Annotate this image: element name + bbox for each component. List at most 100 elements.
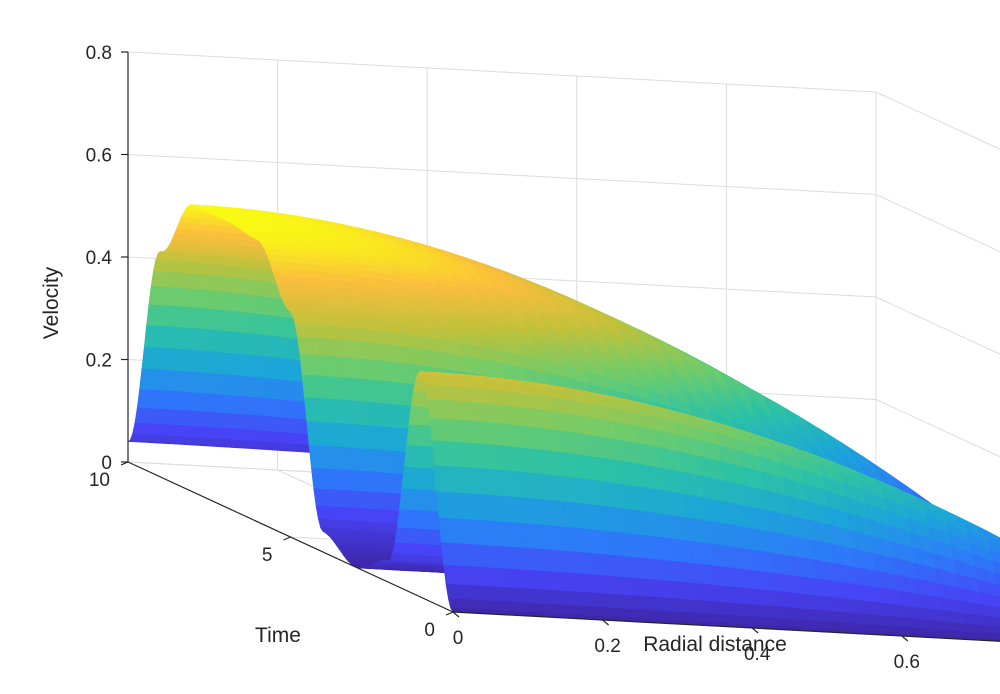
surface-patch — [294, 323, 319, 339]
surface-patch — [750, 549, 775, 574]
surface-patch — [457, 492, 481, 521]
surface-patch — [988, 541, 1000, 556]
surface-patch — [231, 292, 256, 314]
surface-patch — [551, 604, 576, 616]
surface-patch — [150, 270, 175, 288]
surface-patch — [565, 550, 590, 575]
surface-patch — [819, 609, 844, 624]
surface-patch — [997, 538, 1000, 543]
surface-patch — [461, 543, 486, 568]
surface-patch — [470, 420, 495, 446]
surface-patch — [347, 423, 372, 450]
surface-patch — [588, 574, 613, 595]
surface-patch — [315, 505, 340, 521]
surface-patch — [563, 526, 588, 554]
surface-patch — [574, 432, 599, 458]
surface-patch — [604, 530, 629, 558]
surface-patch — [685, 517, 710, 545]
surface-patch — [424, 384, 449, 401]
surface-patch — [180, 370, 205, 394]
surface-patch — [213, 275, 237, 293]
surface-patch — [995, 572, 1000, 587]
surface-patch — [280, 416, 304, 434]
surface-patch — [648, 558, 673, 582]
surface-patch — [669, 560, 694, 584]
surface-patch — [459, 518, 484, 546]
surface-patch — [199, 392, 224, 413]
surface-patch — [646, 535, 671, 562]
surface-patch — [194, 262, 219, 276]
surface-patch — [695, 599, 719, 615]
surface-patch — [415, 528, 440, 546]
surface-patch — [380, 343, 405, 364]
surface-patch — [547, 571, 572, 592]
surface-patch — [160, 369, 184, 392]
surface-patch — [164, 325, 189, 350]
surface-patch — [373, 471, 398, 495]
surface-patch — [630, 577, 655, 598]
surface-patch — [406, 423, 431, 447]
surface-patch — [581, 503, 606, 532]
surface-patch — [441, 542, 465, 567]
surface-patch — [382, 360, 407, 385]
surface-patch — [448, 598, 472, 610]
surface-patch — [203, 350, 228, 375]
surface-patch — [313, 488, 338, 508]
surface-patch — [171, 271, 196, 289]
surface-patch — [394, 526, 419, 544]
surface-patch — [517, 471, 541, 500]
surface-patch — [162, 347, 187, 372]
surface-patch — [417, 509, 442, 530]
surface-patch — [413, 543, 437, 557]
surface-patch — [558, 475, 583, 505]
surface-patch — [210, 290, 235, 312]
surface-patch — [454, 466, 479, 495]
surface-patch — [194, 425, 219, 439]
surface-patch — [357, 507, 382, 524]
surface-patch — [755, 588, 779, 608]
surface-patch — [338, 339, 363, 360]
surface-patch — [371, 449, 395, 474]
surface-patch — [690, 562, 715, 586]
surface-patch — [727, 524, 752, 551]
surface-patch — [270, 315, 295, 339]
surface-patch — [655, 610, 680, 621]
surface-patch — [250, 312, 274, 336]
surface-patch — [487, 586, 512, 603]
surface-patch — [359, 341, 384, 362]
surface-patch — [466, 387, 491, 405]
surface-patch — [331, 468, 356, 492]
surface-patch — [297, 336, 321, 356]
surface-patch — [611, 593, 636, 610]
surface-patch — [549, 589, 574, 607]
surface-patch — [206, 328, 231, 353]
surface-patch — [185, 327, 210, 352]
surface-patch — [992, 561, 1000, 575]
surface-patch — [308, 445, 333, 470]
surface-patch — [639, 463, 664, 492]
surface-patch — [713, 584, 738, 604]
surface-patch — [387, 403, 411, 430]
surface-patch — [340, 356, 365, 380]
surface-patch — [711, 565, 735, 588]
surface-patch — [616, 439, 641, 465]
surface-patch — [201, 371, 226, 395]
surface-patch — [243, 375, 267, 399]
surface-patch — [602, 505, 627, 534]
surface-patch — [196, 410, 221, 428]
surface-patch — [217, 412, 242, 430]
surface-patch — [815, 578, 839, 599]
surface-patch — [311, 467, 335, 491]
surface-patch — [531, 408, 555, 431]
surface-patch — [840, 611, 865, 625]
surface-patch — [623, 508, 648, 537]
surface-patch — [778, 606, 802, 621]
surface-patch — [577, 454, 602, 482]
side-wall-grid-line — [875, 194, 1000, 253]
surface-patch — [537, 473, 562, 502]
surface-patch — [614, 607, 639, 619]
surface-patch — [352, 470, 377, 493]
surface-patch — [336, 326, 361, 343]
surface-patch — [338, 519, 363, 531]
surface-patch — [345, 399, 370, 427]
